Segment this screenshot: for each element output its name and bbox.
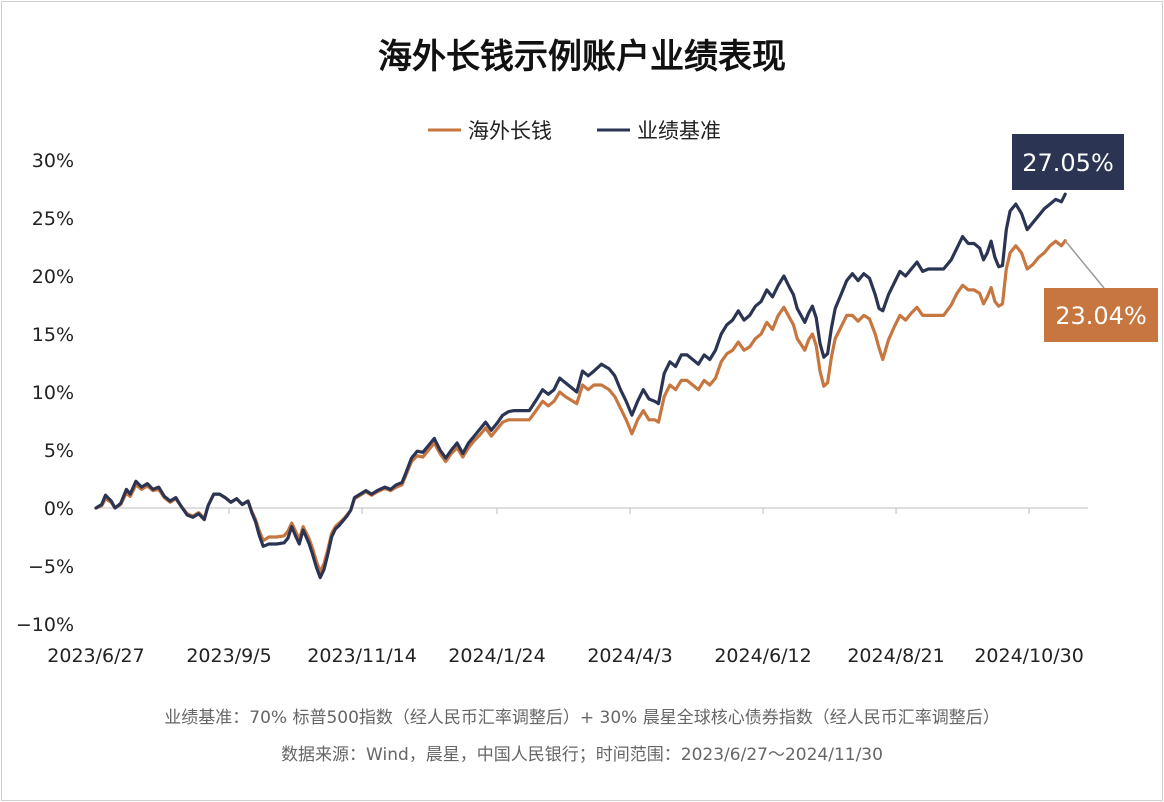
y-tick-label: −5% <box>28 556 74 578</box>
x-tick-label: 2024/6/12 <box>714 645 811 667</box>
footnote-benchmark: 业绩基准：70% 标普500指数（经人民币汇率调整后）+ 30% 晨星全球核心债… <box>164 708 999 728</box>
y-tick-label: 20% <box>32 266 74 288</box>
callout-box <box>1044 288 1158 342</box>
x-axis: 2023/6/27 2023/9/5 2023/11/14 2024/1/24 2024… <box>47 507 1088 667</box>
x-tick-label: 2023/9/5 <box>186 645 271 667</box>
y-tick-label: 10% <box>32 382 74 404</box>
y-axis: 30% 25% 20% 15% 10% 5% 0% −5% −10% <box>16 150 74 636</box>
series-line-1 <box>94 239 1067 574</box>
callout-box <box>1012 134 1124 190</box>
callout-value: 27.05% <box>1022 149 1114 177</box>
y-tick-label: 25% <box>32 208 74 230</box>
callout-value: 23.04% <box>1055 302 1147 330</box>
series-layer <box>94 192 1067 580</box>
callout-leader-line <box>1064 240 1105 289</box>
legend-label-series-1: 海外长钱 <box>468 119 552 143</box>
x-tick-label: 2023/11/14 <box>307 645 417 667</box>
y-tick-label: 15% <box>32 324 74 346</box>
legend-label-series-2: 业绩基准 <box>637 119 721 143</box>
y-tick-label: 5% <box>44 440 74 462</box>
y-tick-label: 30% <box>32 150 74 172</box>
y-tick-label: −10% <box>16 614 74 636</box>
x-tick-label: 2024/8/21 <box>847 645 944 667</box>
series-line-2 <box>94 192 1067 580</box>
x-tick-label: 2024/10/30 <box>974 645 1084 667</box>
end-value-callouts: 27.05% 23.04% <box>1012 134 1158 342</box>
chart-title: 海外长钱示例账户业绩表现 <box>378 37 786 77</box>
x-tick-label: 2023/6/27 <box>47 645 144 667</box>
footnote-source: 数据来源：Wind，晨星，中国人民银行；时间范围：2023/6/27～2024/… <box>281 745 883 765</box>
x-tick-label: 2024/1/24 <box>448 645 545 667</box>
y-tick-label: 0% <box>44 498 74 520</box>
x-tick-label: 2024/4/3 <box>587 645 672 667</box>
legend: 海外长钱 业绩基准 <box>428 119 721 143</box>
